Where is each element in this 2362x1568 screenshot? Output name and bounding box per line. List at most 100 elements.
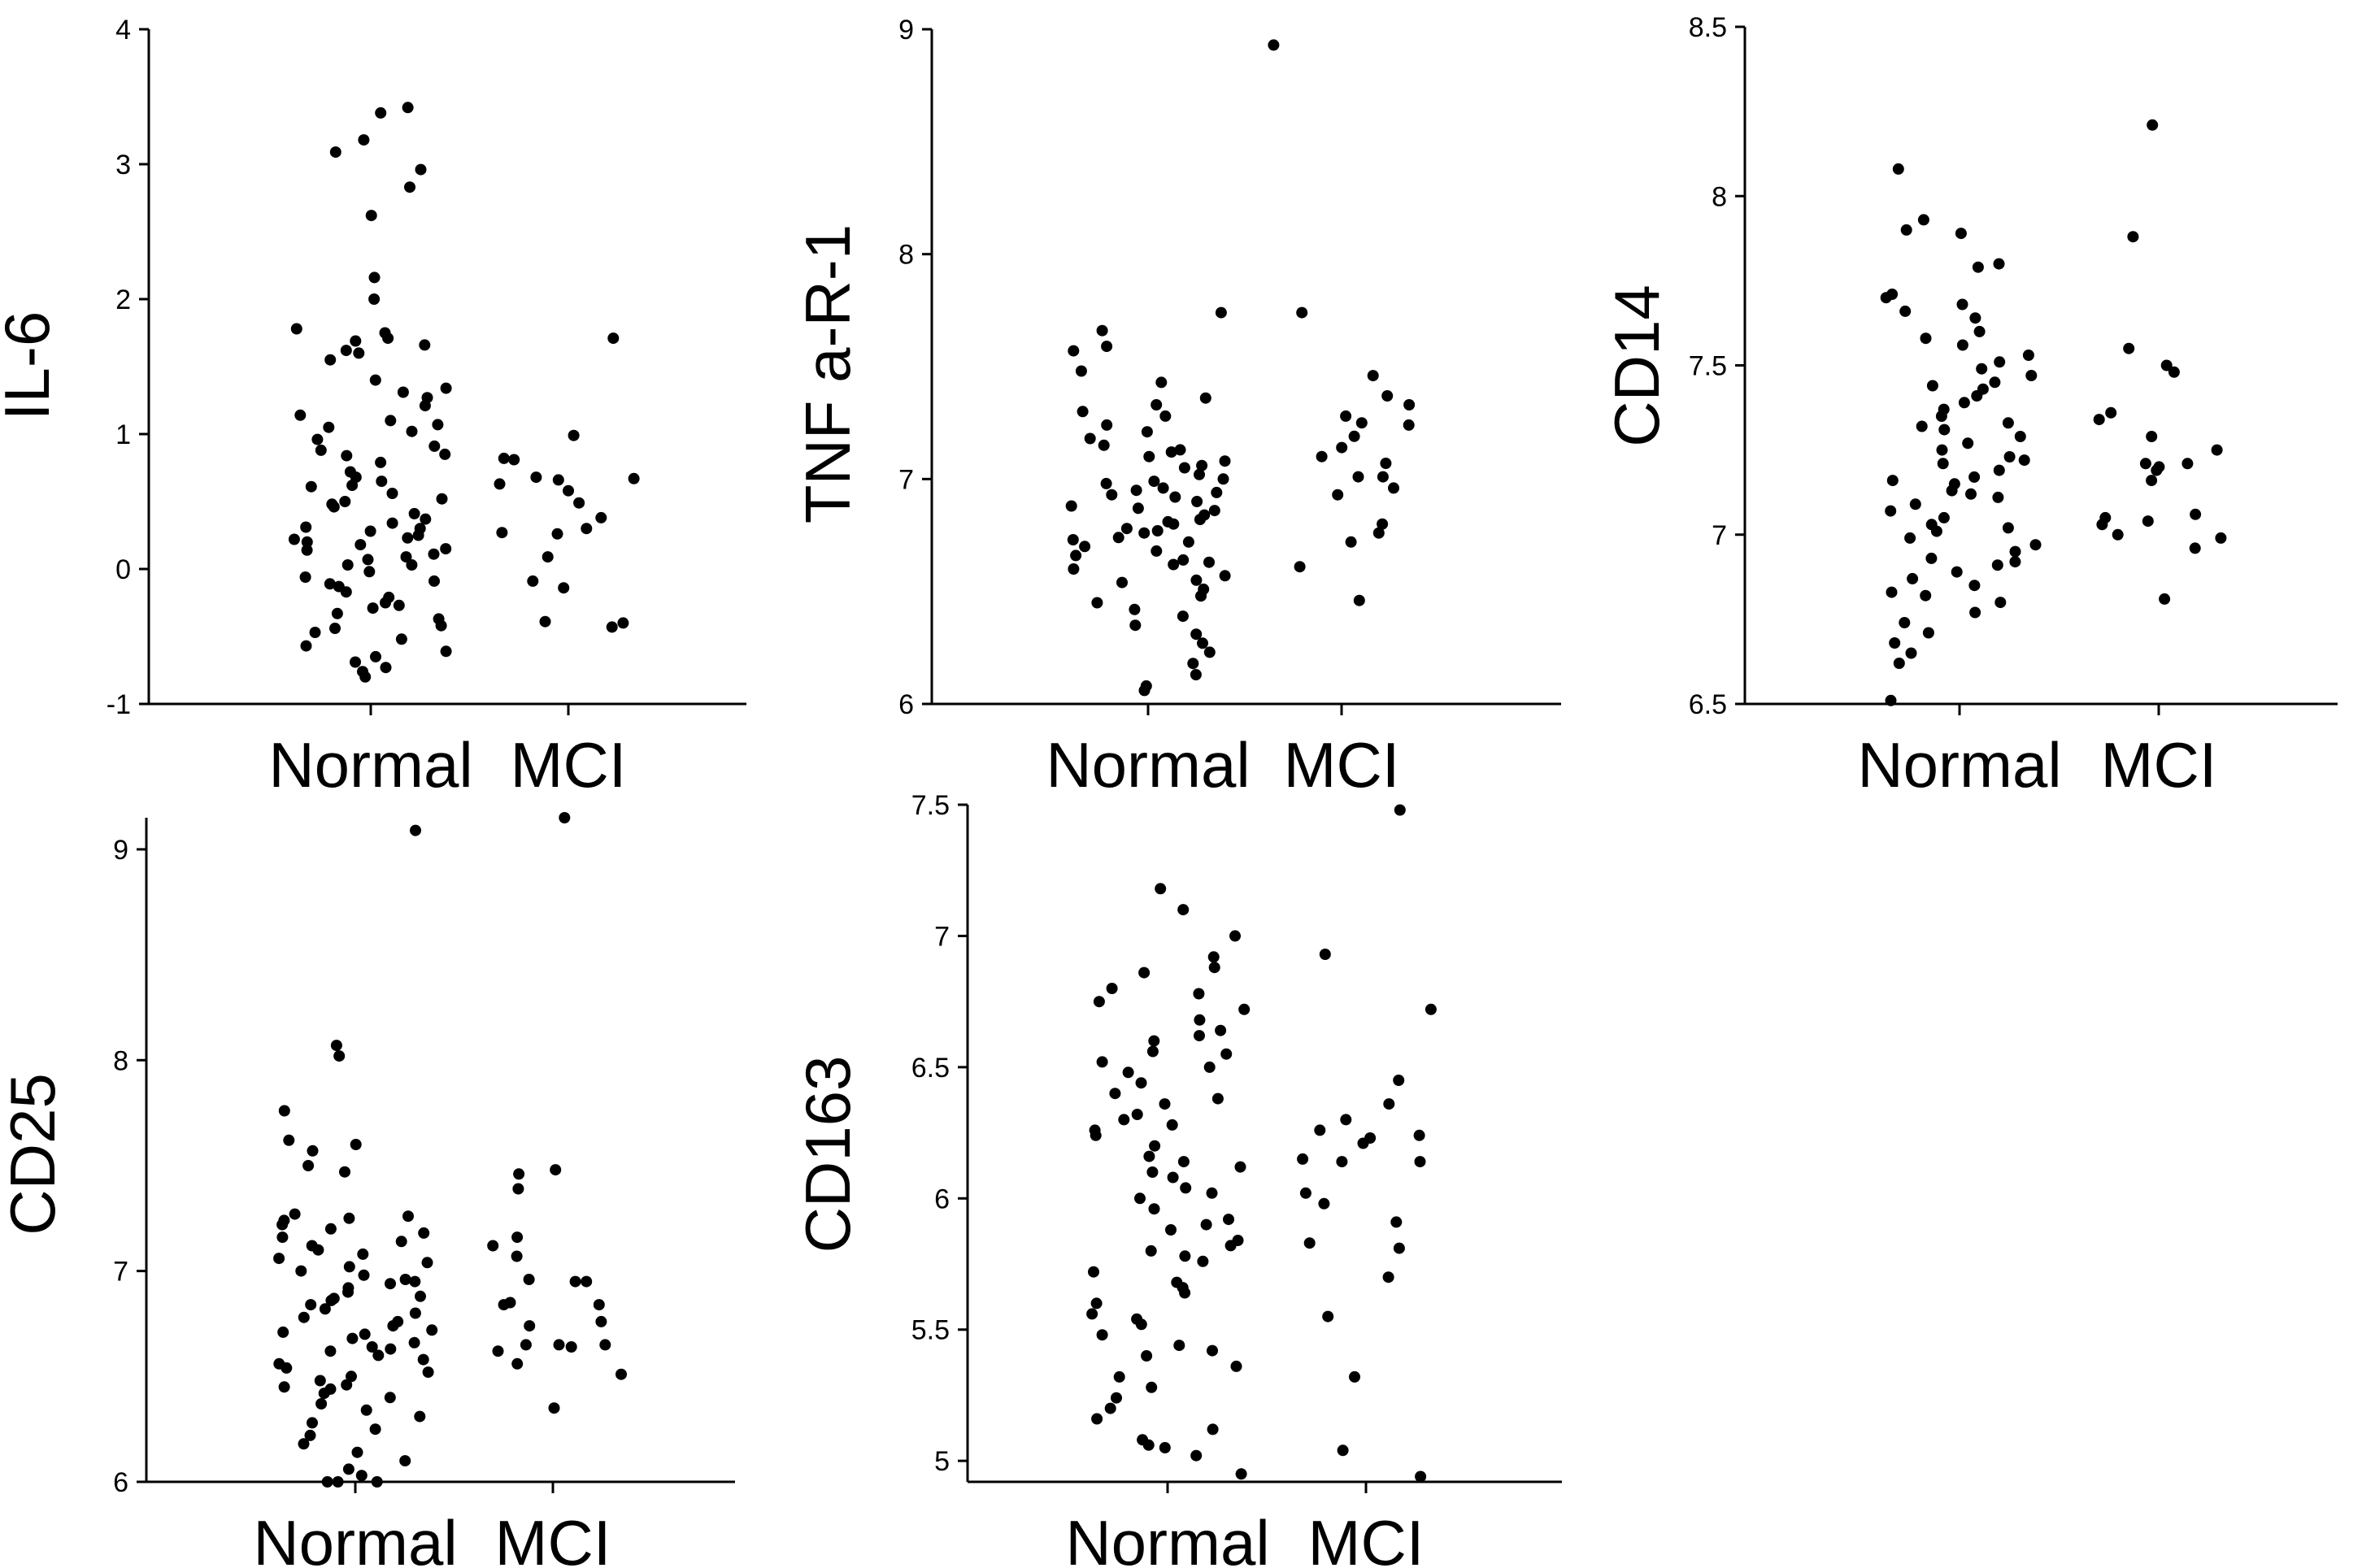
data-point-normal bbox=[1203, 646, 1216, 658]
data-point-normal bbox=[440, 645, 452, 658]
data-point-normal bbox=[329, 146, 341, 159]
data-point-mci bbox=[1299, 1187, 1311, 1199]
data-point-mci bbox=[1314, 1124, 1326, 1136]
data-point-mci bbox=[1297, 1153, 1309, 1165]
data-point-mci bbox=[1303, 1237, 1316, 1249]
data-point-normal bbox=[1151, 545, 1163, 557]
data-point-normal bbox=[1086, 1308, 1098, 1320]
data-point-normal bbox=[1174, 444, 1186, 456]
data-point-normal bbox=[419, 339, 431, 351]
data-point-normal bbox=[341, 450, 353, 462]
data-point-normal bbox=[314, 1375, 326, 1387]
y-tick-label: 6 bbox=[898, 689, 914, 720]
data-point-normal bbox=[375, 106, 387, 119]
data-point-normal bbox=[1215, 1024, 1227, 1036]
panel-cd14: 6.5 7 7.5 8 8.5 Normal MCI CD14 bbox=[1601, 12, 2338, 801]
y-tick-label: 4 bbox=[115, 15, 131, 46]
data-point-normal bbox=[1149, 1140, 1161, 1152]
data-point-mci bbox=[527, 575, 539, 587]
data-point-mci bbox=[2093, 414, 2105, 426]
data-point-mci bbox=[606, 621, 618, 633]
data-point-mci bbox=[2123, 342, 2135, 354]
y-tick-label: 7 bbox=[934, 921, 950, 952]
data-point-mci bbox=[1340, 1114, 1352, 1126]
data-point-normal bbox=[419, 400, 431, 412]
data-point-normal bbox=[415, 163, 427, 176]
data-point-normal bbox=[1079, 541, 1091, 553]
data-point-normal bbox=[2002, 417, 2014, 429]
data-point-normal bbox=[1197, 637, 1208, 649]
data-point-mci bbox=[563, 484, 574, 497]
data-point-normal bbox=[1146, 1381, 1158, 1393]
data-point-normal bbox=[276, 1231, 289, 1244]
y-tick-label: 8.5 bbox=[1689, 12, 1727, 43]
data-point-normal bbox=[1219, 570, 1231, 582]
data-point-normal bbox=[387, 1320, 399, 1332]
data-point-normal bbox=[420, 513, 432, 525]
data-point-normal bbox=[1143, 450, 1155, 463]
data-point-normal bbox=[355, 1470, 368, 1482]
data-point-normal bbox=[1962, 437, 1974, 450]
data-point-normal bbox=[1101, 341, 1113, 353]
data-point-normal bbox=[1230, 1360, 1242, 1372]
data-point-mci bbox=[539, 615, 551, 628]
data-point-normal bbox=[409, 1307, 421, 1319]
y-tick-label: 7.5 bbox=[911, 790, 950, 821]
data-point-normal bbox=[1138, 966, 1151, 979]
data-point-normal bbox=[372, 1349, 385, 1362]
x-category-label: MCI bbox=[1308, 1507, 1425, 1568]
data-point-normal bbox=[1138, 684, 1151, 697]
data-point-normal bbox=[406, 559, 418, 571]
data-point-mci bbox=[1316, 450, 1328, 463]
data-point-mci bbox=[2105, 406, 2117, 419]
data-point-mci bbox=[1353, 594, 1365, 606]
data-point-mci bbox=[511, 1231, 524, 1244]
data-point-normal bbox=[309, 627, 321, 638]
y-tick-label: -1 bbox=[107, 689, 131, 720]
data-point-normal bbox=[1106, 983, 1118, 994]
x-category-label: MCI bbox=[511, 729, 627, 801]
data-point-mci bbox=[1337, 1444, 1349, 1457]
data-point-normal bbox=[1138, 527, 1151, 539]
data-point-normal bbox=[340, 345, 352, 357]
data-point-mci bbox=[1345, 536, 1357, 548]
data-point-normal bbox=[1969, 606, 1981, 619]
data-point-normal bbox=[414, 1410, 426, 1422]
data-point-normal bbox=[385, 415, 397, 427]
data-point-normal bbox=[1925, 552, 1938, 564]
data-point-normal bbox=[1179, 1250, 1191, 1262]
data-point-normal bbox=[289, 1208, 301, 1220]
data-point-normal bbox=[1141, 426, 1153, 438]
data-point-normal bbox=[410, 824, 421, 836]
data-point-normal bbox=[350, 656, 361, 668]
data-point-normal bbox=[1969, 312, 1981, 324]
data-point-normal bbox=[428, 575, 440, 587]
data-point-mci bbox=[1413, 1129, 1425, 1141]
y-tick-label: 7 bbox=[1712, 520, 1727, 551]
data-point-normal bbox=[408, 1336, 420, 1349]
data-point-normal bbox=[1148, 476, 1160, 488]
data-point-normal bbox=[1112, 532, 1124, 544]
data-point-normal bbox=[288, 533, 300, 545]
data-point-normal bbox=[1993, 258, 2005, 270]
data-point-mci bbox=[1425, 1003, 1437, 1015]
data-point-normal bbox=[1145, 1244, 1157, 1257]
y-tick-label: 0 bbox=[115, 554, 131, 585]
data-point-normal bbox=[406, 425, 418, 437]
data-point-normal bbox=[311, 433, 324, 445]
data-point-mci bbox=[581, 523, 593, 535]
data-point-normal bbox=[1956, 298, 1968, 311]
data-point-mci bbox=[2215, 532, 2227, 544]
data-point-mci bbox=[558, 582, 570, 594]
data-point-normal bbox=[395, 633, 407, 645]
data-point-normal bbox=[1951, 566, 1963, 578]
data-point-mci bbox=[2147, 119, 2159, 131]
data-point-normal bbox=[1100, 477, 1112, 489]
data-point-normal bbox=[393, 599, 405, 611]
data-point-normal bbox=[328, 1292, 340, 1305]
data-point-normal bbox=[432, 419, 444, 431]
data-point-normal bbox=[307, 1417, 318, 1429]
data-point-normal bbox=[1899, 617, 1911, 628]
data-point-normal bbox=[367, 602, 379, 615]
data-point-mci bbox=[1394, 804, 1406, 816]
